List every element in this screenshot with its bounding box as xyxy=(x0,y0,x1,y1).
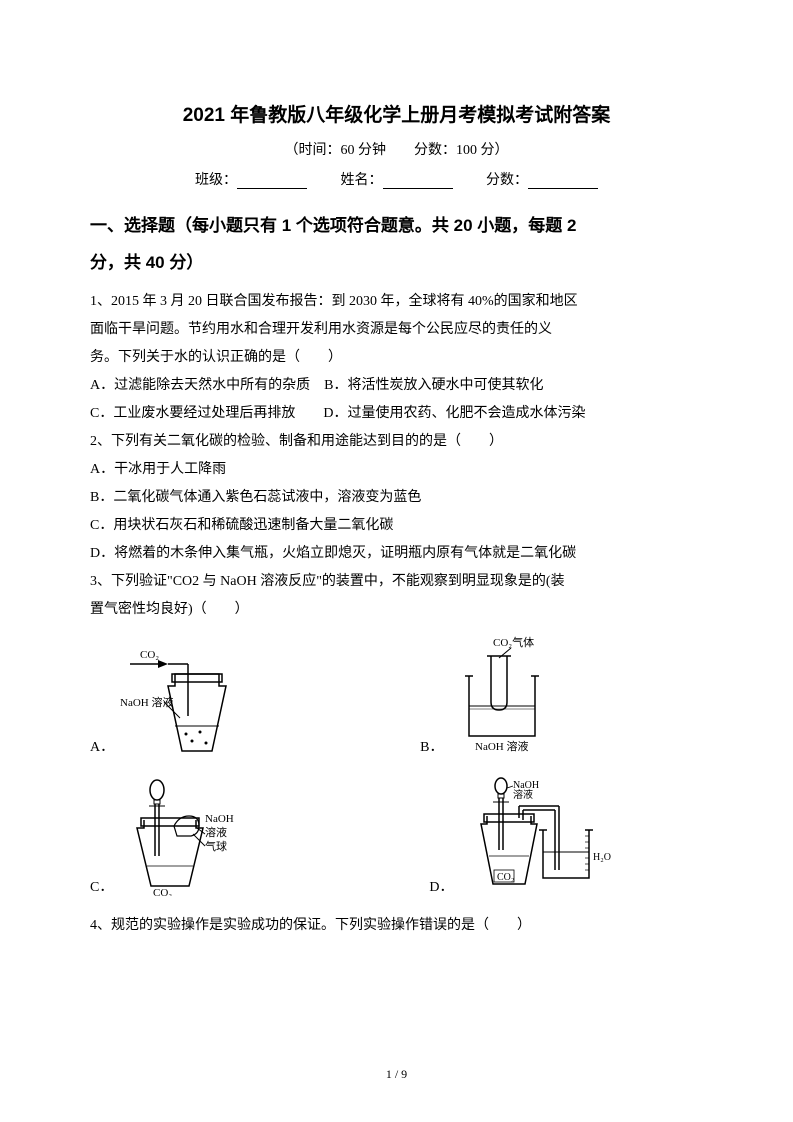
name-blank xyxy=(383,173,453,189)
diag-D-liquid: 溶液 xyxy=(513,788,533,801)
diag-A-label: A． xyxy=(90,736,114,756)
page-number: 1 / 9 xyxy=(0,1067,793,1082)
diagram-B: B． CO₂气体 NaOH 溶液 xyxy=(420,636,559,756)
q1-stem3: 务。下列关于水的认识正确的是（ ） xyxy=(90,344,703,372)
diag-D-label: D． xyxy=(429,876,453,896)
page-title: 2021 年鲁教版八年级化学上册月考模拟考试附答案 xyxy=(90,100,703,127)
diag-B-label: B． xyxy=(420,736,443,756)
diag-C-label: C． xyxy=(90,876,113,896)
diagram-A: A． CO₂ NaOH 溶液 xyxy=(90,646,240,756)
question-1: 1、2015 年 3 月 20 日联合国发布报告：到 2030 年，全球将有 4… xyxy=(90,288,703,428)
q1-optB: B．将活性炭放入硬水中可使其软化 xyxy=(324,378,543,393)
name-label: 姓名： xyxy=(341,169,383,189)
q1-opts-cd: C．工业废水要经过处理后再排放 D．过量使用农药、化肥不会造成水体污染 xyxy=(90,400,703,428)
diagram-C: C． NaOH 溶液 气球 CO₂ xyxy=(90,776,249,896)
score-blank xyxy=(528,173,598,189)
q1-optC: C．工业废水要经过处理后再排放 xyxy=(90,406,295,421)
funnel-flask-icon: NaOH 溶液 气球 CO₂ xyxy=(119,776,249,896)
diag-A-naoh: NaOH 溶液 xyxy=(120,695,173,709)
q4-stem: 4、规范的实验操作是实验成功的保证。下列实验操作错误的是（ ） xyxy=(90,912,703,940)
q1-stem2: 面临干旱问题。节约用水和合理开发利用水资源是每个公民应尽的责任的义 xyxy=(90,316,703,344)
q3-stem2: 置气密性均良好)（ ） xyxy=(90,596,703,624)
q2-optA: A．干冰用于人工降雨 xyxy=(90,456,703,484)
q1-opts-ab: A．过滤能除去天然水中所有的杂质 B．将活性炭放入硬水中可使其软化 xyxy=(90,372,703,400)
q1-stem1: 1、2015 年 3 月 20 日联合国发布报告：到 2030 年，全球将有 4… xyxy=(90,288,703,316)
q1-optA: A．过滤能除去天然水中所有的杂质 xyxy=(90,378,310,393)
diagram-D: D． NaOH 溶液 xyxy=(429,776,619,896)
score-label: 分数： xyxy=(486,169,528,189)
section-line1: 一、选择题（每小题只有 1 个选项符合题意。共 20 小题，每题 2 xyxy=(90,207,703,244)
diag-C-naoh: NaOH xyxy=(205,813,234,825)
question-2: 2、下列有关二氧化碳的检验、制备和用途能达到目的的是（ ） A．干冰用于人工降雨… xyxy=(90,428,703,568)
flask-beaker-tube-icon: NaOH 溶液 H₂O CO₂ xyxy=(459,776,619,896)
diag-C-co2: CO₂ xyxy=(153,887,172,896)
q2-stem: 2、下列有关二氧化碳的检验、制备和用途能达到目的的是（ ） xyxy=(90,428,703,456)
question-4: 4、规范的实验操作是实验成功的保证。下列实验操作错误的是（ ） xyxy=(90,912,703,940)
q1-optD: D．过量使用农药、化肥不会造成水体污染 xyxy=(323,406,585,421)
diag-D-co2: CO₂ xyxy=(497,872,514,883)
diagram-row-2: C． NaOH 溶液 气球 CO₂ D． xyxy=(90,776,703,896)
diag-C-balloon: 气球 xyxy=(205,839,227,853)
section-header: 一、选择题（每小题只有 1 个选项符合题意。共 20 小题，每题 2 分，共 4… xyxy=(90,207,703,282)
diag-A-co2: CO₂ xyxy=(140,649,159,661)
beaker-tube-icon: CO₂气体 NaOH 溶液 xyxy=(449,636,559,756)
section-line2: 分，共 40 分） xyxy=(90,244,703,281)
q2-optC: C．用块状石灰石和稀硫酸迅速制备大量二氧化碳 xyxy=(90,512,703,540)
diag-B-co2: CO₂气体 xyxy=(493,636,534,649)
info-line: 班级： 姓名： 分数： xyxy=(90,169,703,189)
subtitle: （时间：60 分钟 分数：100 分） xyxy=(90,139,703,159)
flask-co2-icon: CO₂ NaOH 溶液 xyxy=(120,646,240,756)
q2-optB: B．二氧化碳气体通入紫色石蕊试液中，溶液变为蓝色 xyxy=(90,484,703,512)
question-3: 3、下列验证"CO2 与 NaOH 溶液反应"的装置中，不能观察到明显现象是的(… xyxy=(90,568,703,624)
diag-B-naoh: NaOH 溶液 xyxy=(475,739,528,753)
q3-stem1: 3、下列验证"CO2 与 NaOH 溶液反应"的装置中，不能观察到明显现象是的(… xyxy=(90,568,703,596)
class-blank xyxy=(237,173,307,189)
class-label: 班级： xyxy=(195,169,237,189)
q2-optD: D．将燃着的木条伸入集气瓶，火焰立即熄灭，证明瓶内原有气体就是二氧化碳 xyxy=(90,540,703,568)
diag-C-liquid: 溶液 xyxy=(205,825,227,839)
diag-D-h2o: H₂O xyxy=(593,852,611,863)
diagram-row-1: A． CO₂ NaOH 溶液 B． CO₂气体 NaOH 溶液 xyxy=(90,636,703,756)
